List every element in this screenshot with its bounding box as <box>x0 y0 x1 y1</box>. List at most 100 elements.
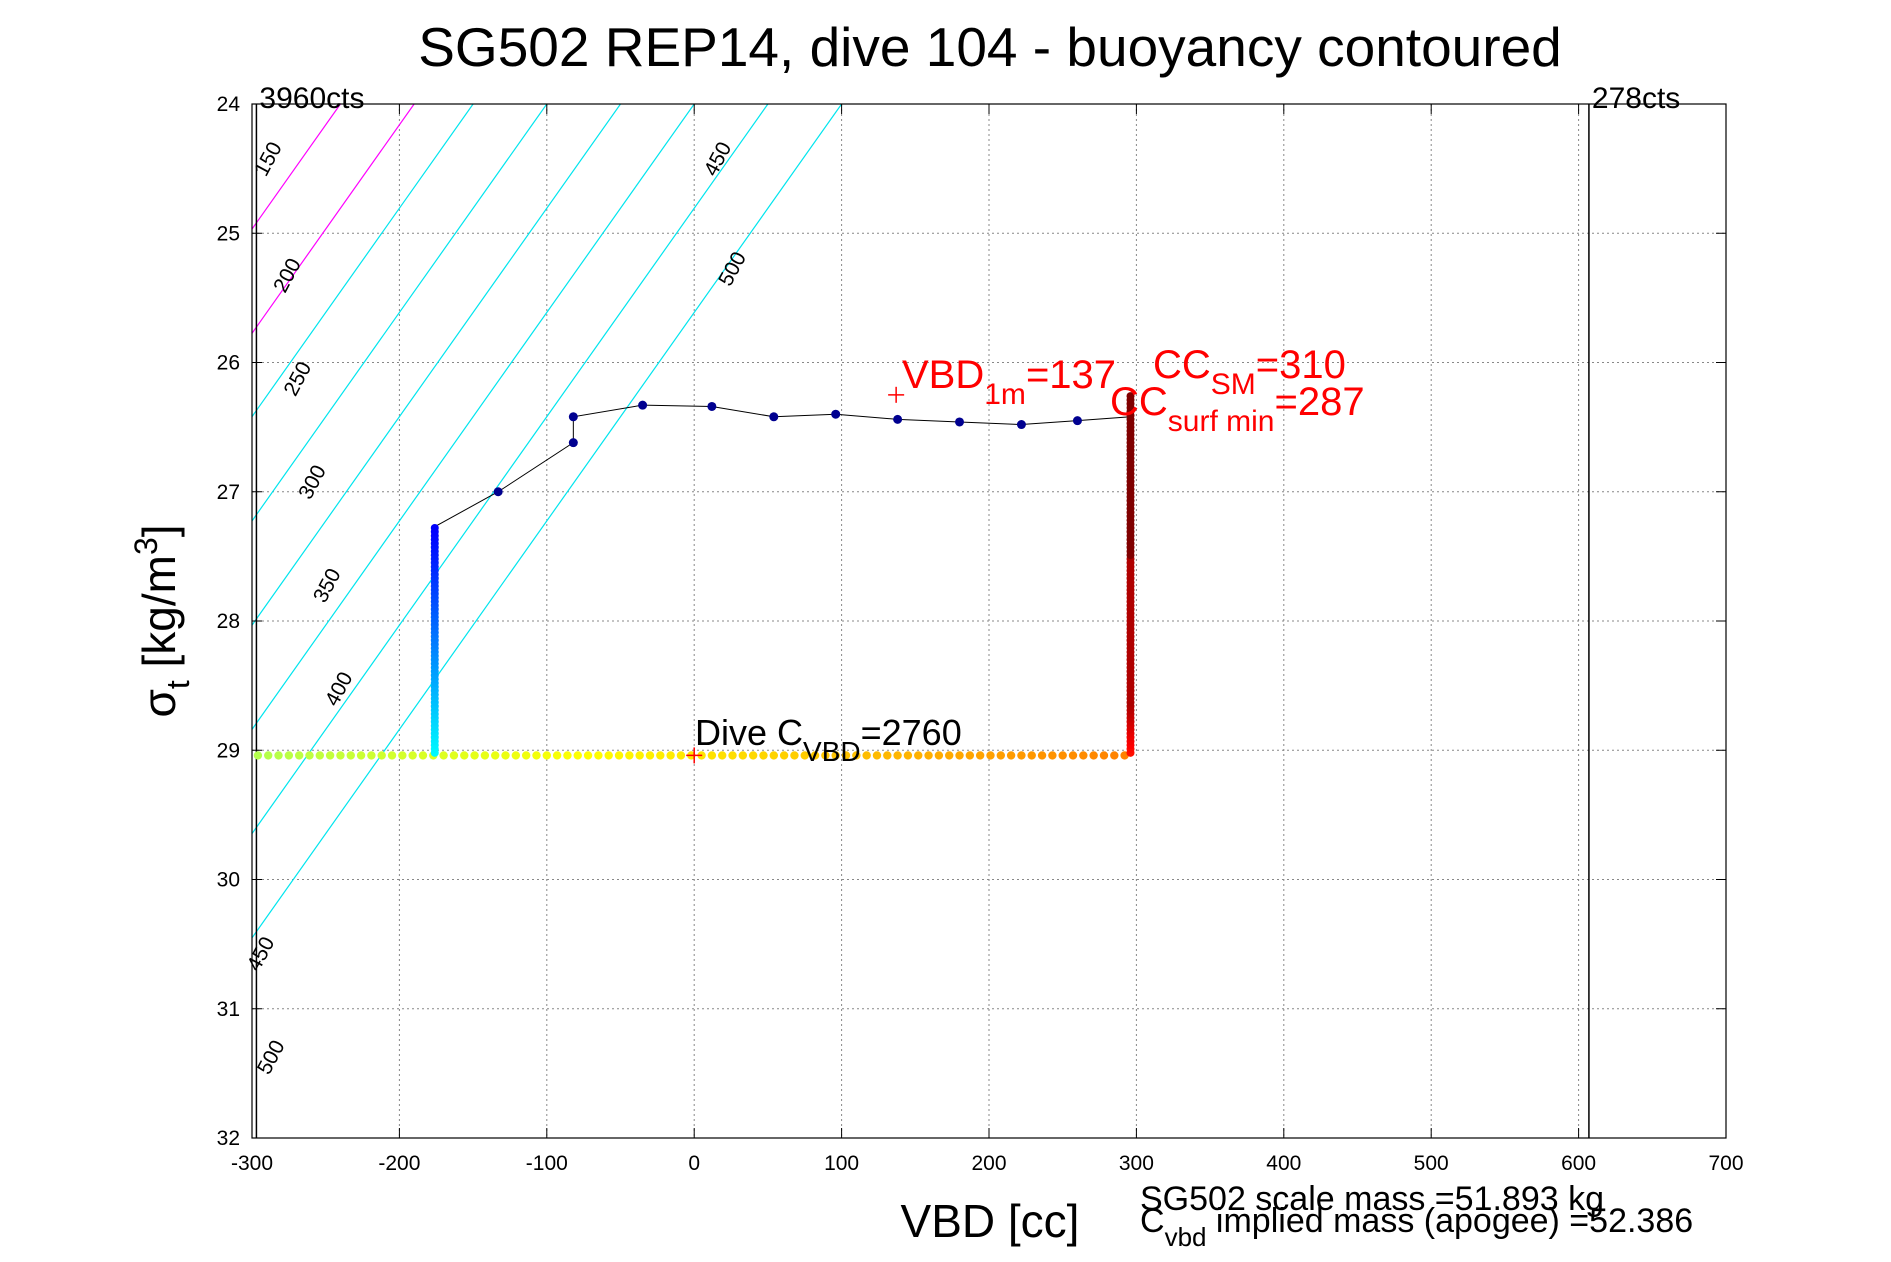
bottom-row-point <box>769 751 778 760</box>
bottom-row-point <box>449 751 459 760</box>
bottom-row-point <box>563 751 572 760</box>
x-axis-label: VBD [cc] <box>901 1195 1080 1247</box>
annotation-cc-sm: CCSM=310 <box>1153 343 1346 401</box>
bottom-row-point <box>253 751 263 760</box>
bottom-row-point <box>511 751 521 760</box>
bottom-row-point <box>872 751 882 760</box>
bottom-row-point <box>532 751 541 760</box>
y-axis-label-sup: 3 <box>128 537 164 555</box>
bottom-row-point <box>294 751 304 760</box>
bottom-row-point <box>387 751 397 760</box>
bottom-row-point <box>521 751 531 760</box>
x-tick-label: 700 <box>1708 1152 1743 1175</box>
bottom-row-point <box>542 751 551 760</box>
y-tick-label: 27 <box>217 481 240 504</box>
bottom-row-point <box>604 751 613 760</box>
y-axis-ticks: 24 25 26 27 28 29 30 31 32 <box>217 93 1726 1150</box>
bottom-row-point <box>748 751 758 760</box>
right-column-point <box>1126 392 1135 401</box>
bottom-row-point <box>862 751 871 760</box>
bottom-row-point <box>1027 751 1036 760</box>
y-tick-label: 26 <box>217 352 240 375</box>
upper-path-point <box>568 412 578 422</box>
footer-scale-mass: SG502 scale mass =51.893 kg <box>1140 1180 1604 1218</box>
bottom-row-point <box>460 751 469 760</box>
contour-line-400 <box>252 104 695 731</box>
grid-lines <box>252 104 1726 1138</box>
bottom-row-point <box>377 751 386 760</box>
annotation-dive-cvbd: Dive CVBD=2760 <box>695 712 962 767</box>
bottom-row-point <box>491 751 500 760</box>
bottom-row-point <box>1048 751 1057 760</box>
y-tick-label: 32 <box>217 1127 240 1150</box>
x-tick-label: 400 <box>1266 1152 1301 1175</box>
bottom-row-point <box>986 751 995 760</box>
bottom-row-point <box>315 751 325 760</box>
upper-path-point <box>568 438 578 448</box>
bottom-row-point <box>573 751 582 760</box>
bottom-row-point <box>852 751 861 760</box>
contour-line-150 <box>252 104 415 335</box>
bottom-row-point <box>903 751 913 760</box>
bottom-row-point <box>594 751 603 760</box>
bottom-row-point <box>336 751 345 760</box>
upper-path-point <box>638 400 648 410</box>
y-tick-label: 29 <box>217 739 240 762</box>
bottom-row-point <box>284 751 294 760</box>
bottom-row-point <box>645 751 655 760</box>
bottom-row-point <box>408 751 417 760</box>
upper-path-point <box>955 417 965 427</box>
contour-line-250 <box>252 104 474 418</box>
x-tick-label: 500 <box>1414 1152 1449 1175</box>
upper-path-point <box>769 412 779 422</box>
bottom-row-point <box>305 751 314 760</box>
bottom-row-point <box>439 751 448 760</box>
bottom-row-point <box>398 751 407 760</box>
bottom-row-point <box>790 751 799 760</box>
y-tick-label: 28 <box>217 610 240 633</box>
bottom-row-point <box>975 751 985 760</box>
bottom-row-point <box>656 751 665 760</box>
upper-path-point <box>707 401 717 411</box>
upper-path-point <box>1016 420 1026 430</box>
count-limit-label: 278cts <box>1592 82 1680 115</box>
bottom-row-point <box>1110 751 1119 760</box>
bottom-row-point <box>934 751 944 760</box>
x-tick-label: 0 <box>688 1152 700 1175</box>
bottom-row-point <box>1017 751 1026 760</box>
y-tick-label: 30 <box>217 869 240 892</box>
contour-line-450 <box>252 104 769 835</box>
bottom-row-point <box>367 751 376 760</box>
bottom-row-point <box>728 751 737 760</box>
bottom-row-point <box>831 751 840 760</box>
bottom-row-point <box>274 751 283 760</box>
bottom-row-point <box>800 751 809 760</box>
bottom-row-point <box>583 751 593 760</box>
upper-path-point <box>893 414 903 424</box>
contour-line-500 <box>252 104 843 939</box>
x-tick-label: 300 <box>1119 1152 1154 1175</box>
bottom-row-point <box>625 751 634 760</box>
bottom-row-point <box>470 751 479 760</box>
count-limit-label: 3960cts <box>259 82 364 115</box>
bottom-row-point <box>810 751 820 760</box>
bottom-row-point <box>676 751 686 760</box>
bottom-row-point <box>779 751 789 760</box>
footer-implied-mass: Cvbd implied mass (apogee) =52.386 <box>1140 1202 1693 1252</box>
bottom-row-point <box>1006 751 1016 760</box>
bottom-row-point <box>759 751 768 760</box>
bottom-row-point <box>965 751 975 760</box>
bottom-row-point <box>914 751 923 760</box>
x-axis-ticks: -300 -200 -100 0 100 200 300 400 500 600 700 <box>231 104 1744 1175</box>
bottom-row-point <box>924 751 933 760</box>
bottom-row-point <box>1089 751 1098 760</box>
bottom-row-point <box>707 751 717 760</box>
annotation-cc-surf-min: CCsurf min=287 <box>1110 380 1365 438</box>
annotation-vbd-1m: VBD1m=137 <box>902 353 1116 411</box>
bottom-row-point <box>1079 751 1088 760</box>
bottom-row-point <box>356 751 366 760</box>
upper-path-point <box>1072 416 1082 426</box>
bottom-row-point <box>480 751 490 760</box>
y-axis-label-symbol: σ <box>133 689 185 717</box>
